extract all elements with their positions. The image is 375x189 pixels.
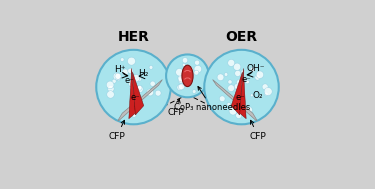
- Circle shape: [235, 70, 241, 77]
- Circle shape: [166, 54, 209, 97]
- Circle shape: [132, 88, 140, 95]
- Circle shape: [195, 60, 200, 65]
- Text: OH⁻: OH⁻: [246, 64, 265, 73]
- Circle shape: [129, 80, 136, 87]
- Circle shape: [237, 91, 245, 99]
- Circle shape: [178, 77, 184, 84]
- Text: CFP: CFP: [250, 120, 267, 141]
- Circle shape: [106, 81, 114, 89]
- Circle shape: [115, 73, 121, 79]
- Circle shape: [233, 63, 241, 70]
- Circle shape: [204, 50, 279, 124]
- Circle shape: [241, 70, 244, 74]
- Circle shape: [192, 90, 196, 93]
- Circle shape: [178, 84, 184, 90]
- Circle shape: [217, 74, 224, 81]
- Circle shape: [204, 50, 279, 124]
- Circle shape: [256, 71, 264, 78]
- Circle shape: [132, 113, 136, 117]
- Circle shape: [183, 76, 190, 84]
- Circle shape: [227, 102, 231, 106]
- Circle shape: [132, 102, 135, 105]
- Circle shape: [147, 89, 153, 96]
- Circle shape: [129, 86, 132, 89]
- Circle shape: [128, 68, 133, 74]
- Circle shape: [194, 70, 199, 75]
- Circle shape: [176, 68, 183, 76]
- Circle shape: [262, 84, 268, 90]
- Polygon shape: [231, 72, 242, 115]
- Circle shape: [194, 65, 202, 73]
- Circle shape: [155, 90, 161, 96]
- Text: e⁻: e⁻: [242, 75, 251, 84]
- Polygon shape: [213, 80, 258, 122]
- Ellipse shape: [182, 65, 193, 87]
- Circle shape: [246, 107, 252, 113]
- Circle shape: [128, 57, 135, 65]
- Circle shape: [133, 75, 140, 82]
- Circle shape: [178, 75, 185, 82]
- Circle shape: [185, 66, 189, 70]
- Circle shape: [117, 78, 120, 81]
- Text: e⁻: e⁻: [124, 76, 134, 85]
- Circle shape: [108, 85, 114, 92]
- Circle shape: [219, 96, 225, 102]
- Text: CFP: CFP: [168, 99, 185, 117]
- Polygon shape: [117, 80, 162, 122]
- Circle shape: [250, 67, 255, 72]
- Circle shape: [107, 91, 114, 98]
- Polygon shape: [240, 68, 246, 119]
- Circle shape: [255, 75, 260, 80]
- Circle shape: [183, 63, 186, 67]
- Circle shape: [237, 86, 241, 91]
- Circle shape: [228, 85, 234, 91]
- Circle shape: [236, 112, 242, 119]
- Text: CFP: CFP: [108, 120, 125, 141]
- Circle shape: [112, 79, 116, 83]
- Circle shape: [264, 88, 272, 96]
- Text: HER: HER: [117, 30, 149, 44]
- Circle shape: [234, 84, 240, 89]
- Text: O₂: O₂: [252, 91, 262, 100]
- Circle shape: [96, 50, 171, 124]
- Circle shape: [182, 58, 188, 63]
- Text: e⁻: e⁻: [130, 93, 140, 102]
- Circle shape: [229, 107, 237, 115]
- Circle shape: [237, 79, 244, 86]
- Circle shape: [138, 77, 141, 81]
- Text: e⁻: e⁻: [236, 93, 245, 102]
- Circle shape: [177, 84, 183, 90]
- Circle shape: [228, 80, 232, 84]
- Circle shape: [122, 69, 128, 75]
- Circle shape: [246, 80, 249, 84]
- Polygon shape: [129, 68, 135, 119]
- Circle shape: [149, 66, 153, 69]
- Circle shape: [120, 58, 124, 61]
- Circle shape: [264, 92, 268, 96]
- Circle shape: [136, 86, 143, 93]
- Text: H₂: H₂: [138, 69, 149, 77]
- Circle shape: [113, 73, 121, 80]
- Circle shape: [150, 81, 155, 86]
- Circle shape: [228, 59, 235, 66]
- Polygon shape: [133, 72, 144, 115]
- Circle shape: [96, 50, 171, 124]
- Circle shape: [187, 67, 193, 73]
- Text: OER: OER: [225, 30, 258, 44]
- Circle shape: [137, 85, 142, 90]
- Text: H⁺: H⁺: [114, 65, 125, 74]
- Circle shape: [134, 98, 140, 105]
- Circle shape: [250, 94, 253, 97]
- Circle shape: [224, 73, 228, 76]
- Text: CoP₃ nanoneedles: CoP₃ nanoneedles: [174, 87, 250, 112]
